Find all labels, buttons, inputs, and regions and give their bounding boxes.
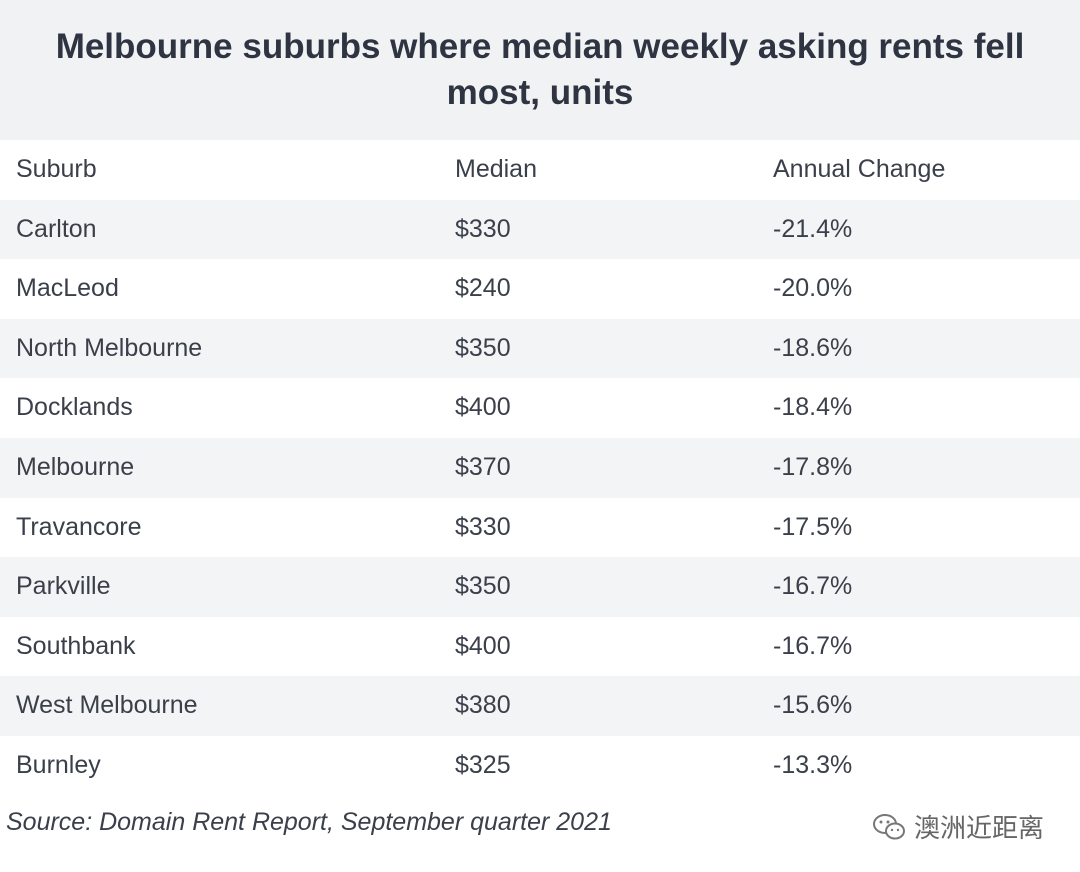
table-cell: $370 [455, 452, 511, 481]
table-cell: -16.7% [773, 572, 853, 601]
watermark: 澳洲近距离 [872, 808, 1044, 845]
source: Source: Domain Rent Report, September qu… [6, 808, 612, 836]
table-row: Parkville $350 -16.7% [0, 557, 1080, 617]
table: Suburb Median Annual Change Carlton $330 -21.… [0, 140, 1080, 796]
table-row: Carlton $330 -21.4% [0, 199, 1080, 260]
column-header: Median [455, 155, 537, 183]
table-cell: Melbourne [16, 452, 135, 481]
table-row: North Melbourne $350 -18.6% [0, 318, 1080, 379]
table-cell: West Melbourne [16, 691, 198, 720]
header-row: Suburb Median Annual Change [0, 140, 1080, 200]
table-cell: -13.3% [773, 750, 853, 779]
table-cell: -17.8% [773, 452, 853, 481]
table-cell: $350 [455, 572, 511, 601]
table-cell: -18.6% [773, 333, 853, 362]
title-band: Melbourne suburbs where median weekly as… [0, 0, 1080, 140]
table-row: Burnley $325 -13.3% [0, 736, 1080, 796]
table-cell: $330 [455, 512, 511, 541]
table-cell: $240 [455, 274, 511, 303]
table-cell: $330 [455, 214, 511, 243]
watermark-text: 澳洲近距离 [913, 813, 1044, 843]
table-row: Docklands $400 -18.4% [0, 378, 1080, 438]
table-cell: Burnley [16, 750, 101, 779]
table-cell: $350 [455, 333, 511, 362]
table-cell: -18.4% [773, 393, 853, 422]
table-cell: $325 [455, 750, 511, 779]
table-cell: $400 [455, 631, 511, 660]
table-cell: North Melbourne [16, 333, 203, 362]
table-cell: $380 [455, 691, 511, 720]
column-header: Suburb [16, 155, 97, 183]
table-cell: Southbank [16, 631, 136, 660]
table-cell: -21.4% [773, 214, 853, 243]
table-cell: -16.7% [773, 631, 853, 660]
table-cell: -17.5% [773, 512, 853, 541]
table-cell: Docklands [16, 393, 133, 422]
table-cell: -20.0% [773, 274, 853, 303]
table-cell: Parkville [16, 572, 111, 601]
table-row: Melbourne $370 -17.8% [0, 437, 1080, 498]
table-row: MacLeod $240 -20.0% [0, 259, 1080, 319]
table-row: Travancore $330 -17.5% [0, 498, 1080, 558]
column-header: Annual Change [773, 155, 946, 183]
table-cell: Travancore [16, 512, 142, 541]
table-cell: MacLeod [16, 274, 119, 303]
wechat-icon [872, 813, 905, 839]
table-row: Southbank $400 -16.7% [0, 617, 1080, 677]
table-cell: $400 [455, 393, 511, 422]
title: Melbourne suburbs where median weekly as… [55, 27, 1025, 112]
table-cell: Carlton [16, 214, 97, 243]
table-cell: -15.6% [773, 691, 853, 720]
table-row: West Melbourne $380 -15.6% [0, 676, 1080, 736]
